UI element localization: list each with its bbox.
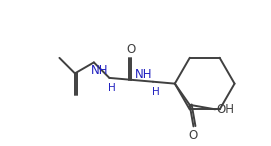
Text: H: H xyxy=(108,83,116,93)
Text: O: O xyxy=(127,43,136,56)
Text: NH: NH xyxy=(134,68,152,81)
Text: OH: OH xyxy=(216,103,234,116)
Text: NH: NH xyxy=(91,64,108,77)
Text: O: O xyxy=(189,129,198,142)
Text: H: H xyxy=(152,87,160,97)
